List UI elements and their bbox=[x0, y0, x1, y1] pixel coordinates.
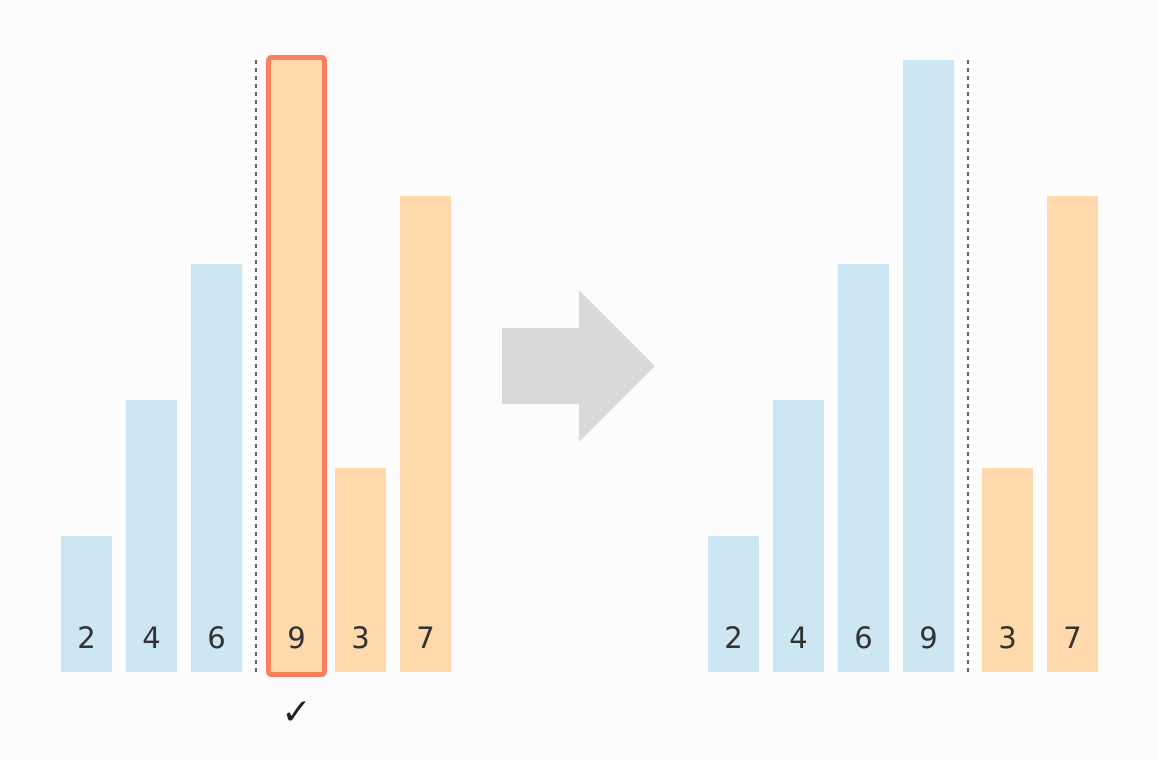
bar-label-9: 9 bbox=[287, 621, 305, 655]
bar-2 bbox=[708, 536, 759, 672]
bar-4 bbox=[126, 400, 177, 672]
bar-label-4: 4 bbox=[142, 621, 160, 655]
bar-label-6: 6 bbox=[207, 621, 225, 655]
bar-label-7: 7 bbox=[1063, 621, 1081, 655]
bar-4 bbox=[773, 400, 824, 672]
bar-label-4: 4 bbox=[789, 621, 807, 655]
bar-label-9: 9 bbox=[919, 621, 937, 655]
bar-6 bbox=[838, 264, 889, 672]
after-panel: 2 4 6 9 3 7 bbox=[708, 60, 1098, 672]
bar-label-3: 3 bbox=[351, 621, 369, 655]
bar-label-3: 3 bbox=[998, 621, 1016, 655]
bar-label-2: 2 bbox=[724, 621, 742, 655]
current-element-highlight bbox=[266, 55, 327, 677]
before-panel: 2 4 6 9 3 7 ✓ bbox=[61, 55, 451, 733]
right-arrow-icon bbox=[502, 290, 655, 442]
bar-3 bbox=[982, 468, 1033, 672]
bar-6 bbox=[191, 264, 242, 672]
bar-9 bbox=[903, 60, 954, 672]
bar-7 bbox=[400, 196, 451, 672]
bar-9 bbox=[271, 60, 322, 672]
bar-label-2: 2 bbox=[77, 621, 95, 655]
bar-label-7: 7 bbox=[416, 621, 434, 655]
bar-3 bbox=[335, 468, 386, 672]
bar-2 bbox=[61, 536, 112, 672]
bar-label-6: 6 bbox=[854, 621, 872, 655]
check-mark-icon: ✓ bbox=[281, 692, 311, 733]
bar-7 bbox=[1047, 196, 1098, 672]
